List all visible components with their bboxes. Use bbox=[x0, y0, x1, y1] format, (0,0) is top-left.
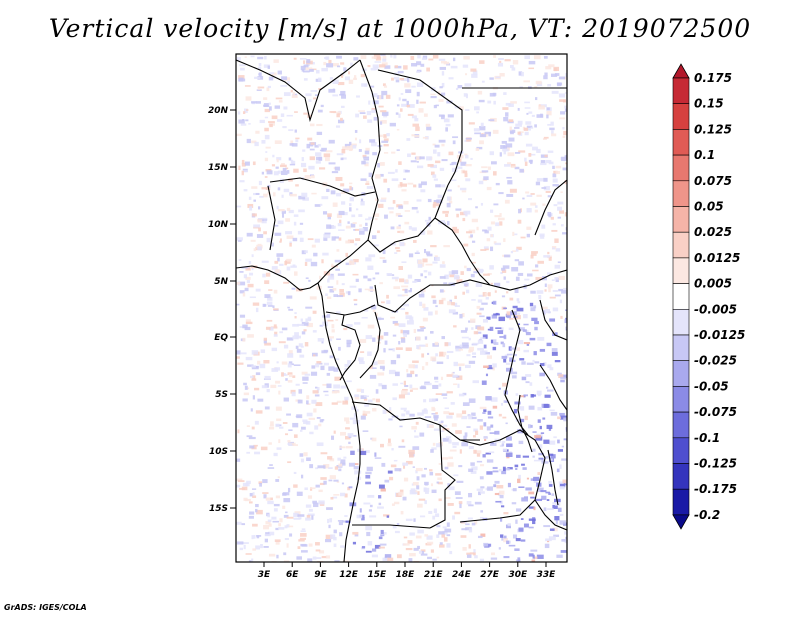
colorbar-label: 0.075 bbox=[694, 174, 732, 188]
colorbar-label: 0.125 bbox=[694, 122, 732, 136]
lon-tick-label: 3E bbox=[258, 570, 271, 580]
colorbar-segment bbox=[672, 334, 690, 362]
colorbar-label: 0.1 bbox=[694, 148, 715, 162]
niger-chad-border bbox=[359, 59, 381, 241]
colorbar-segment bbox=[672, 437, 690, 464]
lon-tick-label: 30E bbox=[508, 570, 528, 580]
colorbar-label: -0.1 bbox=[694, 431, 720, 445]
lon-tick-label: 9E bbox=[314, 570, 327, 580]
colorbar-label: -0.05 bbox=[694, 379, 729, 393]
colorbar-segment bbox=[672, 206, 690, 233]
east-africa-lakes bbox=[504, 309, 529, 436]
lat-tick-label: 5N bbox=[214, 277, 228, 287]
colorbar-top-arrow bbox=[672, 63, 690, 79]
colorbar-label: 0.175 bbox=[694, 71, 732, 85]
tanzania-border bbox=[539, 364, 567, 411]
algeria-libya-border bbox=[236, 59, 361, 123]
colorbar-label: -0.075 bbox=[694, 405, 737, 419]
lake-tanganyika bbox=[517, 394, 533, 453]
colorbar-label: -0.0125 bbox=[694, 328, 745, 342]
colorbar-segment bbox=[672, 283, 690, 310]
map-border bbox=[235, 53, 568, 563]
west-africa-coastline bbox=[236, 265, 361, 562]
lon-tick-label: 18E bbox=[396, 570, 416, 580]
colorbar-segment bbox=[672, 257, 690, 284]
colorbar-segment bbox=[672, 103, 690, 130]
colorbar-label: 0.05 bbox=[694, 200, 724, 214]
congo-border bbox=[339, 314, 361, 381]
colorbar-label: 0.0125 bbox=[694, 251, 740, 265]
lon-tick-label: 21E bbox=[424, 570, 444, 580]
colorbar-segment bbox=[672, 463, 690, 490]
lon-tick-label: 15E bbox=[367, 570, 387, 580]
colorbar-label: -0.2 bbox=[694, 508, 720, 522]
map-title: Vertical velocity [m/s] at 1000hPa, VT: … bbox=[48, 14, 752, 43]
colorbar-segment bbox=[672, 77, 690, 105]
lat-tick-label: 10S bbox=[209, 447, 228, 457]
cameroon-west bbox=[267, 185, 276, 251]
colorbar-label: -0.005 bbox=[694, 302, 737, 316]
colorbar-label: -0.125 bbox=[694, 457, 737, 471]
cameroon-south bbox=[325, 304, 376, 316]
vertical-velocity-field bbox=[236, 54, 567, 562]
colorbar-segment bbox=[672, 231, 690, 259]
colorbar-segment bbox=[672, 411, 690, 439]
nigeria-north bbox=[269, 177, 376, 197]
lon-tick-label: 12E bbox=[339, 570, 359, 580]
lat-tick-label: 20N bbox=[208, 106, 229, 116]
drc-west bbox=[359, 311, 381, 379]
lat-tick-label: 5S bbox=[215, 390, 228, 400]
grads-credit: GrADS: IGES/COLA bbox=[4, 603, 87, 612]
colorbar-label: 0.005 bbox=[694, 277, 732, 291]
car-border bbox=[367, 217, 436, 253]
car-south bbox=[374, 279, 491, 313]
colorbar-label: 0.15 bbox=[694, 97, 724, 111]
lat-tick-label: EQ bbox=[214, 333, 228, 343]
colorbar-label: -0.175 bbox=[694, 482, 737, 496]
lat-tick-label: 15N bbox=[208, 163, 229, 173]
angola-south bbox=[352, 524, 431, 529]
colorbar-segment bbox=[672, 386, 690, 413]
lon-tick-label: 33E bbox=[537, 570, 557, 580]
colorbar-segment bbox=[672, 180, 690, 207]
colorbar-segment bbox=[672, 129, 690, 156]
ethiopia-border bbox=[534, 179, 567, 236]
colorbar-label: -0.025 bbox=[694, 354, 737, 368]
colorbar-segment bbox=[672, 154, 690, 182]
lon-tick-label: 24E bbox=[452, 570, 472, 580]
colorbar-bottom-arrow bbox=[672, 514, 690, 530]
mozambique-border bbox=[534, 499, 567, 531]
lat-tick-label: 10N bbox=[208, 220, 229, 230]
nigeria-east bbox=[317, 239, 369, 284]
colorbar-segment bbox=[672, 308, 690, 336]
colorbar-segment bbox=[672, 488, 690, 516]
lake-malawi bbox=[547, 449, 559, 506]
sudan-south bbox=[489, 269, 567, 291]
angola-east bbox=[429, 424, 456, 529]
colorbar-label: 0.025 bbox=[694, 225, 732, 239]
lon-tick-label: 6E bbox=[286, 570, 299, 580]
libya-egypt-border bbox=[377, 69, 463, 186]
zambia-border bbox=[459, 429, 546, 523]
uganda-border bbox=[539, 299, 567, 341]
lat-tick-label: 15S bbox=[209, 504, 228, 514]
colorbar: 0.175 0.15 0.125 0.1 0.075 0.05 0.025 0.0125 0.0… bbox=[672, 63, 745, 530]
lon-tick-label: 27E bbox=[480, 570, 500, 580]
colorbar-segment bbox=[672, 360, 690, 387]
lat-ticks: 20N 15N 10N 5N EQ 5S 10S 15S bbox=[208, 106, 236, 514]
coastlines-borders bbox=[236, 59, 567, 562]
lon-ticks: 3E 6E 9E 12E 15E 18E 21E 24E 27E 30E 33E bbox=[258, 562, 556, 580]
chad-sudan-border bbox=[434, 184, 491, 286]
